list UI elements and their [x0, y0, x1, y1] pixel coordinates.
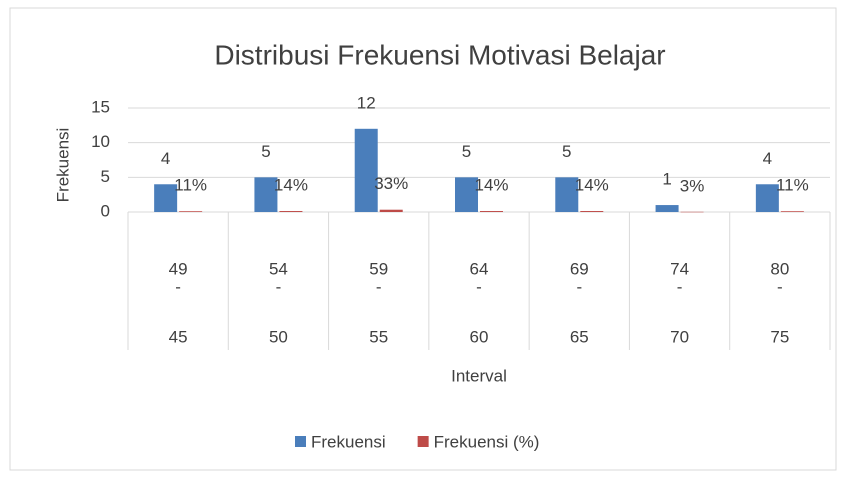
y-tick-label: 5 — [101, 167, 110, 186]
bar — [279, 211, 303, 212]
x-tick-label: - — [175, 277, 181, 296]
x-tick-label: 50 — [269, 327, 288, 346]
bar — [780, 211, 804, 212]
x-tick-label: 60 — [470, 327, 489, 346]
x-tick-label: 74 — [670, 259, 689, 278]
data-label: 14% — [474, 176, 508, 195]
data-label: 1 — [662, 170, 671, 189]
x-tick-label: - — [276, 277, 282, 296]
data-label: 5 — [261, 142, 270, 161]
y-tick-label: 10 — [91, 132, 110, 151]
bar — [379, 209, 403, 212]
x-tick-label: 54 — [269, 259, 288, 278]
data-label: 11% — [776, 176, 809, 195]
legend-swatch — [295, 436, 306, 447]
x-tick-label: 49 — [169, 259, 188, 278]
data-label: 14% — [575, 176, 609, 195]
bar — [655, 205, 679, 212]
data-label: 4 — [161, 149, 170, 168]
x-axis-label: Interval — [451, 366, 507, 385]
bar — [555, 177, 579, 212]
bar — [580, 211, 604, 212]
y-axis-label: Frekuensi — [53, 128, 72, 203]
x-tick-label: 70 — [670, 327, 689, 346]
x-tick-label: 55 — [369, 327, 388, 346]
bar — [480, 211, 503, 212]
legend-swatch — [417, 436, 429, 447]
legend-label: Frekuensi — [311, 432, 386, 451]
data-label: 11% — [174, 176, 207, 195]
data-label: 5 — [562, 142, 571, 161]
x-tick-label: 45 — [169, 327, 188, 346]
x-tick-label: 80 — [770, 259, 789, 278]
data-label: 3% — [680, 176, 705, 195]
bar — [455, 177, 478, 212]
data-label: 12 — [357, 93, 376, 112]
bar — [755, 184, 779, 212]
x-tick-label: 69 — [570, 259, 589, 278]
bar — [354, 128, 378, 212]
x-tick-label: - — [476, 277, 482, 296]
chart-border — [9, 7, 837, 471]
data-label: 4 — [763, 149, 772, 168]
x-tick-label: 75 — [770, 327, 789, 346]
x-tick-label: - — [777, 277, 783, 296]
bar — [179, 211, 203, 212]
chart-title: Distribusi Frekuensi Motivasi Belajar — [214, 39, 665, 70]
y-tick-label: 0 — [101, 201, 110, 220]
bar — [254, 177, 278, 212]
legend-label: Frekuensi (%) — [434, 432, 540, 451]
x-tick-label: 59 — [369, 259, 388, 278]
data-label: 14% — [274, 176, 308, 195]
data-label: 5 — [462, 142, 471, 161]
x-tick-label: 65 — [570, 327, 589, 346]
bar — [154, 184, 178, 212]
bar — [680, 211, 704, 213]
x-tick-label: 64 — [470, 259, 489, 278]
data-label: 33% — [374, 174, 408, 193]
y-tick-label: 15 — [91, 97, 110, 116]
x-tick-label: - — [576, 277, 582, 296]
x-tick-label: - — [677, 277, 683, 296]
x-tick-label: - — [376, 277, 382, 296]
